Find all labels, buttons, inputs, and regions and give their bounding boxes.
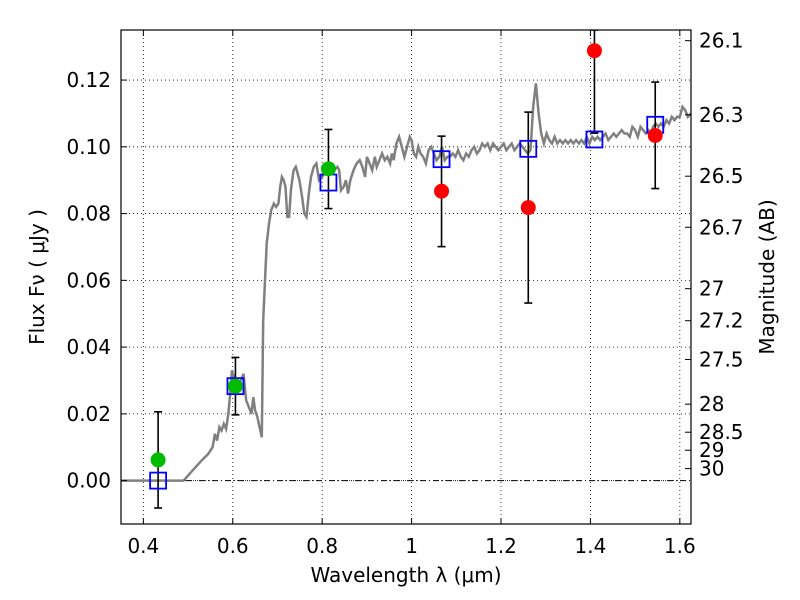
non-detection-point bbox=[434, 183, 450, 199]
y-tick-labels: 0.00 0.02 0.04 0.06 0.08 0.10 0.12 bbox=[66, 68, 111, 493]
y-tick-label: 0.04 bbox=[66, 335, 111, 359]
detection-point bbox=[227, 378, 243, 394]
y-tick-label: 0.00 bbox=[66, 469, 111, 493]
y-tick-label: 0.10 bbox=[66, 135, 111, 159]
model-photometry-square bbox=[585, 130, 604, 149]
right-tick-label: 27.2 bbox=[699, 309, 744, 333]
non-detection-point bbox=[520, 200, 536, 216]
model-photometry-square bbox=[432, 150, 451, 169]
right-tick-label: 26.3 bbox=[699, 103, 744, 127]
model-photometry-square bbox=[226, 377, 245, 396]
axis-ticks bbox=[121, 30, 691, 524]
y-tick-label: 0.02 bbox=[66, 402, 111, 426]
non-detection-point bbox=[586, 43, 602, 59]
right-tick-label: 26.1 bbox=[699, 29, 744, 53]
x-tick-label: 1.4 bbox=[575, 534, 607, 558]
right-tick-label: 30 bbox=[699, 457, 724, 481]
x-tick-labels: 0.4 0.6 0.8 1 1.2 1.4 1.6 bbox=[127, 534, 695, 558]
x-tick-label: 0.8 bbox=[306, 534, 338, 558]
right-axis-label: Magnitude (AB) bbox=[755, 199, 779, 354]
plot-area bbox=[121, 30, 691, 509]
right-tick-label: 29 bbox=[699, 438, 724, 462]
right-tick-label: 28 bbox=[699, 392, 724, 416]
y-tick-label: 0.12 bbox=[66, 68, 111, 92]
y-tick-label: 0.06 bbox=[66, 268, 111, 292]
x-tick-label: 0.6 bbox=[217, 534, 249, 558]
model-photometry-square bbox=[519, 139, 538, 158]
right-tick-label: 28.5 bbox=[699, 420, 744, 444]
plot-frame bbox=[120, 29, 692, 525]
detection-point bbox=[150, 452, 166, 468]
right-tick-label: 27 bbox=[699, 277, 724, 301]
x-tick-label: 0.4 bbox=[127, 534, 159, 558]
x-tick-label: 1 bbox=[405, 534, 418, 558]
right-tick-label: 26.5 bbox=[699, 164, 744, 188]
x-tick-label: 1.2 bbox=[485, 534, 517, 558]
observed-photometry-points bbox=[150, 43, 663, 468]
detection-point bbox=[320, 161, 336, 177]
y-axis-label: Flux Fν ( μJy ) bbox=[25, 209, 49, 345]
right-tick-label: 26.7 bbox=[699, 215, 744, 239]
model-spectrum-line bbox=[121, 83, 691, 482]
x-axis-label: Wavelength λ (μm) bbox=[310, 563, 501, 587]
x-tick-label: 1.6 bbox=[664, 534, 696, 558]
y-tick-label: 0.08 bbox=[66, 202, 111, 226]
model-photometry-square bbox=[149, 471, 168, 490]
non-detection-point bbox=[647, 127, 663, 143]
right-tick-label: 27.5 bbox=[699, 347, 744, 371]
